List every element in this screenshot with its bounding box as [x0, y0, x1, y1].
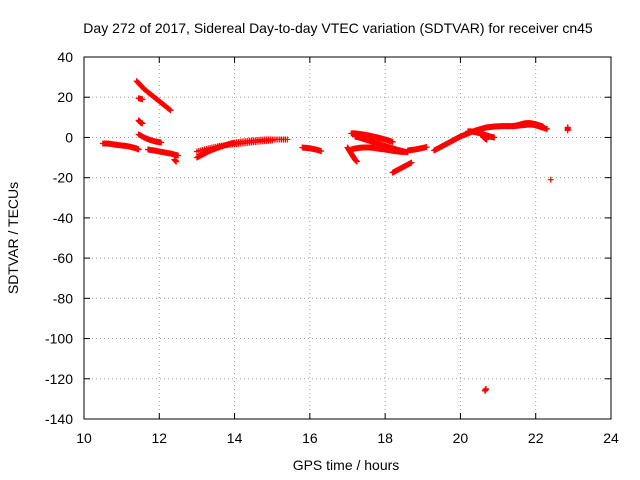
data-point — [400, 149, 407, 156]
data-point — [564, 124, 571, 131]
data-point — [175, 152, 182, 159]
y-tick-label: -60 — [53, 250, 73, 266]
series-arc-l — [348, 130, 396, 145]
data-point — [547, 176, 554, 183]
y-tick-label: 40 — [57, 49, 73, 65]
series-arc-c — [135, 95, 146, 103]
chart-title: Day 272 of 2017, Sidereal Day-to-day VTE… — [83, 20, 593, 36]
data-point — [540, 123, 547, 130]
series-outlier-1 — [547, 176, 554, 183]
data-point — [139, 120, 146, 127]
data-point — [318, 148, 325, 155]
data-point — [167, 107, 174, 114]
series-arc-e — [135, 131, 165, 146]
series-outlier-3 — [481, 385, 490, 394]
x-axis-label: GPS time / hours — [293, 457, 400, 473]
series-arc-j — [299, 144, 325, 155]
data-point — [166, 106, 173, 113]
data-point — [269, 137, 276, 144]
data-point — [139, 96, 146, 103]
data-point — [353, 158, 360, 165]
data-point — [491, 134, 498, 141]
y-tick-label: 0 — [65, 129, 73, 145]
y-axis-label: SDTVAR / TECUs — [5, 182, 21, 294]
data-point — [408, 159, 415, 166]
series-arc-s — [480, 133, 490, 143]
y-tick-label: -80 — [53, 290, 73, 306]
x-tick-label: 12 — [151, 430, 167, 446]
y-tick-label: -120 — [45, 371, 73, 387]
data-point — [483, 136, 490, 143]
data-point — [389, 138, 396, 145]
x-tick-label: 18 — [377, 430, 393, 446]
series-arc-t — [510, 119, 547, 130]
axis-ticks — [83, 56, 612, 420]
data-point — [423, 144, 430, 151]
x-tick-label: 20 — [453, 430, 469, 446]
series-arc-i — [193, 137, 276, 155]
data-point — [544, 125, 551, 132]
series-arc-p — [404, 144, 430, 154]
series-arc-f — [144, 146, 182, 159]
y-tick-label: -140 — [45, 411, 73, 427]
data-point — [173, 158, 180, 165]
data-point — [158, 139, 165, 146]
y-tick-label: -100 — [45, 331, 73, 347]
y-tick-label: 20 — [57, 89, 73, 105]
series-outlier-2 — [564, 124, 571, 134]
data-point — [135, 146, 142, 153]
series-arc-k — [344, 144, 360, 165]
series-arc-b — [133, 78, 174, 114]
plot-frame — [83, 56, 612, 420]
series-arc-a — [99, 140, 142, 153]
data-point — [284, 136, 291, 143]
x-tick-label: 24 — [603, 430, 619, 446]
x-tick-label: 16 — [302, 430, 318, 446]
grid — [84, 57, 611, 419]
x-tick-label: 14 — [227, 430, 243, 446]
x-tick-label: 22 — [528, 430, 544, 446]
series-arc-d — [135, 117, 146, 127]
data-point — [483, 385, 490, 392]
y-tick-label: -40 — [53, 210, 73, 226]
x-tick-label: 10 — [76, 430, 92, 446]
series-arc-n — [348, 144, 407, 156]
series-arc-o — [389, 159, 415, 176]
tick-labels: 10 12 14 16 18 20 22 24 40 20 0 -20 -40 -60 -80 -100 -12… — [45, 49, 619, 446]
series-arc-g — [171, 156, 180, 165]
data-points — [99, 78, 571, 394]
y-tick-label: -20 — [53, 170, 73, 186]
